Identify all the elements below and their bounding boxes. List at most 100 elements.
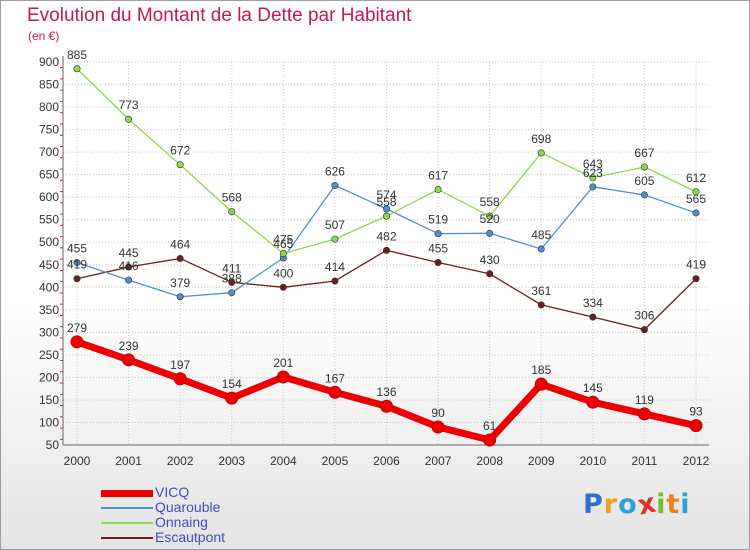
data-point (434, 259, 442, 267)
legend-label: Onnaing (155, 514, 208, 530)
data-label: 568 (222, 191, 242, 205)
data-point (434, 186, 442, 194)
data-point (73, 259, 81, 267)
data-labels: 279 239 197 154 201 167 136 90 61 185 145 119 93 455 4… (67, 48, 706, 433)
data-point (486, 270, 494, 278)
data-label: 565 (686, 192, 706, 206)
y-tick-label: 400 (39, 280, 59, 294)
data-label: 93 (689, 405, 703, 419)
y-tick-label: 150 (39, 393, 59, 407)
data-point (640, 163, 648, 171)
data-label: 145 (583, 381, 603, 395)
data-point (589, 174, 597, 182)
data-point (537, 301, 545, 309)
data-point (689, 419, 703, 433)
data-label: 411 (222, 261, 241, 275)
data-point (228, 289, 236, 297)
y-tick-label: 350 (39, 303, 59, 317)
x-tick-label: 2011 (632, 454, 658, 468)
data-point (483, 433, 497, 447)
data-point (122, 353, 136, 367)
data-label: 465 (273, 237, 293, 251)
data-label: 306 (634, 309, 654, 323)
data-label: 119 (635, 393, 654, 407)
data-label: 773 (119, 98, 139, 112)
legend-swatch (101, 489, 153, 497)
data-label: 558 (480, 195, 500, 209)
data-point (589, 183, 597, 191)
data-point (431, 420, 445, 434)
data-label: 430 (480, 253, 500, 267)
grid (63, 61, 709, 446)
x-tick-label: 2002 (167, 454, 194, 468)
data-label: 455 (428, 242, 448, 256)
data-point (586, 395, 600, 409)
logo-letter: t (666, 489, 681, 520)
data-label: 334 (583, 296, 603, 310)
data-label: 643 (583, 157, 603, 171)
y-tick-label: 300 (39, 325, 59, 339)
legend-swatch (101, 507, 153, 509)
data-point (125, 276, 133, 284)
data-point (537, 149, 545, 157)
y-tick-label: 450 (39, 258, 59, 272)
data-label: 520 (480, 212, 500, 226)
data-label: 612 (686, 171, 706, 185)
y-tick-label: 200 (39, 370, 59, 384)
data-label: 419 (686, 258, 706, 272)
data-label: 154 (222, 377, 242, 391)
data-point (486, 229, 494, 237)
data-label: 361 (531, 284, 551, 298)
y-axis-unit: (en €) (28, 29, 60, 43)
data-label: 197 (170, 358, 190, 372)
data-point (537, 245, 545, 253)
data-label: 416 (119, 259, 139, 273)
data-label: 698 (531, 132, 551, 146)
data-point (73, 275, 81, 283)
data-point (279, 250, 287, 258)
y-tick-label: 100 (39, 415, 59, 429)
data-label: 574 (376, 188, 396, 202)
data-label: 672 (170, 144, 190, 158)
x-tick-label: 2003 (218, 454, 245, 468)
data-point (331, 235, 339, 243)
y-tick-label: 700 (39, 145, 59, 159)
data-point (486, 212, 494, 220)
chart-title: Evolution du Montant de la Dette par Hab… (27, 5, 412, 26)
y-tick-label: 650 (39, 168, 59, 182)
data-label: 445 (119, 246, 139, 260)
legend-swatch (101, 522, 153, 524)
y-tick-label: 500 (39, 235, 59, 249)
data-point (380, 399, 393, 413)
data-label: 482 (376, 229, 396, 243)
data-point (125, 263, 133, 271)
x-tick-label: 2000 (64, 454, 91, 468)
legend-label: Quarouble (155, 499, 221, 515)
x-tick-label: 2004 (270, 454, 297, 468)
data-point (279, 283, 287, 291)
data-label: 617 (428, 169, 448, 183)
data-label: 185 (531, 363, 551, 377)
data-point (692, 275, 700, 283)
data-label: 279 (67, 321, 87, 335)
data-label: 626 (325, 164, 345, 178)
data-label: 90 (431, 406, 445, 420)
legend-label: Escautpont (155, 529, 226, 545)
x-tick-label: 2009 (528, 454, 555, 468)
y-tick-label: 800 (39, 100, 59, 114)
data-label: 61 (483, 419, 497, 433)
data-label: 507 (325, 218, 345, 232)
data-point (176, 254, 184, 262)
series-lines (70, 65, 703, 447)
x-tick-label: 2006 (373, 454, 400, 468)
data-label: 475 (273, 233, 293, 247)
data-point (692, 209, 700, 217)
data-label: 414 (325, 260, 345, 274)
y-tick-label: 850 (39, 78, 59, 92)
x-tick-label: 2008 (476, 454, 503, 468)
data-point (276, 370, 290, 384)
x-tick-label: 2005 (322, 454, 349, 468)
data-label: 388 (222, 272, 242, 286)
